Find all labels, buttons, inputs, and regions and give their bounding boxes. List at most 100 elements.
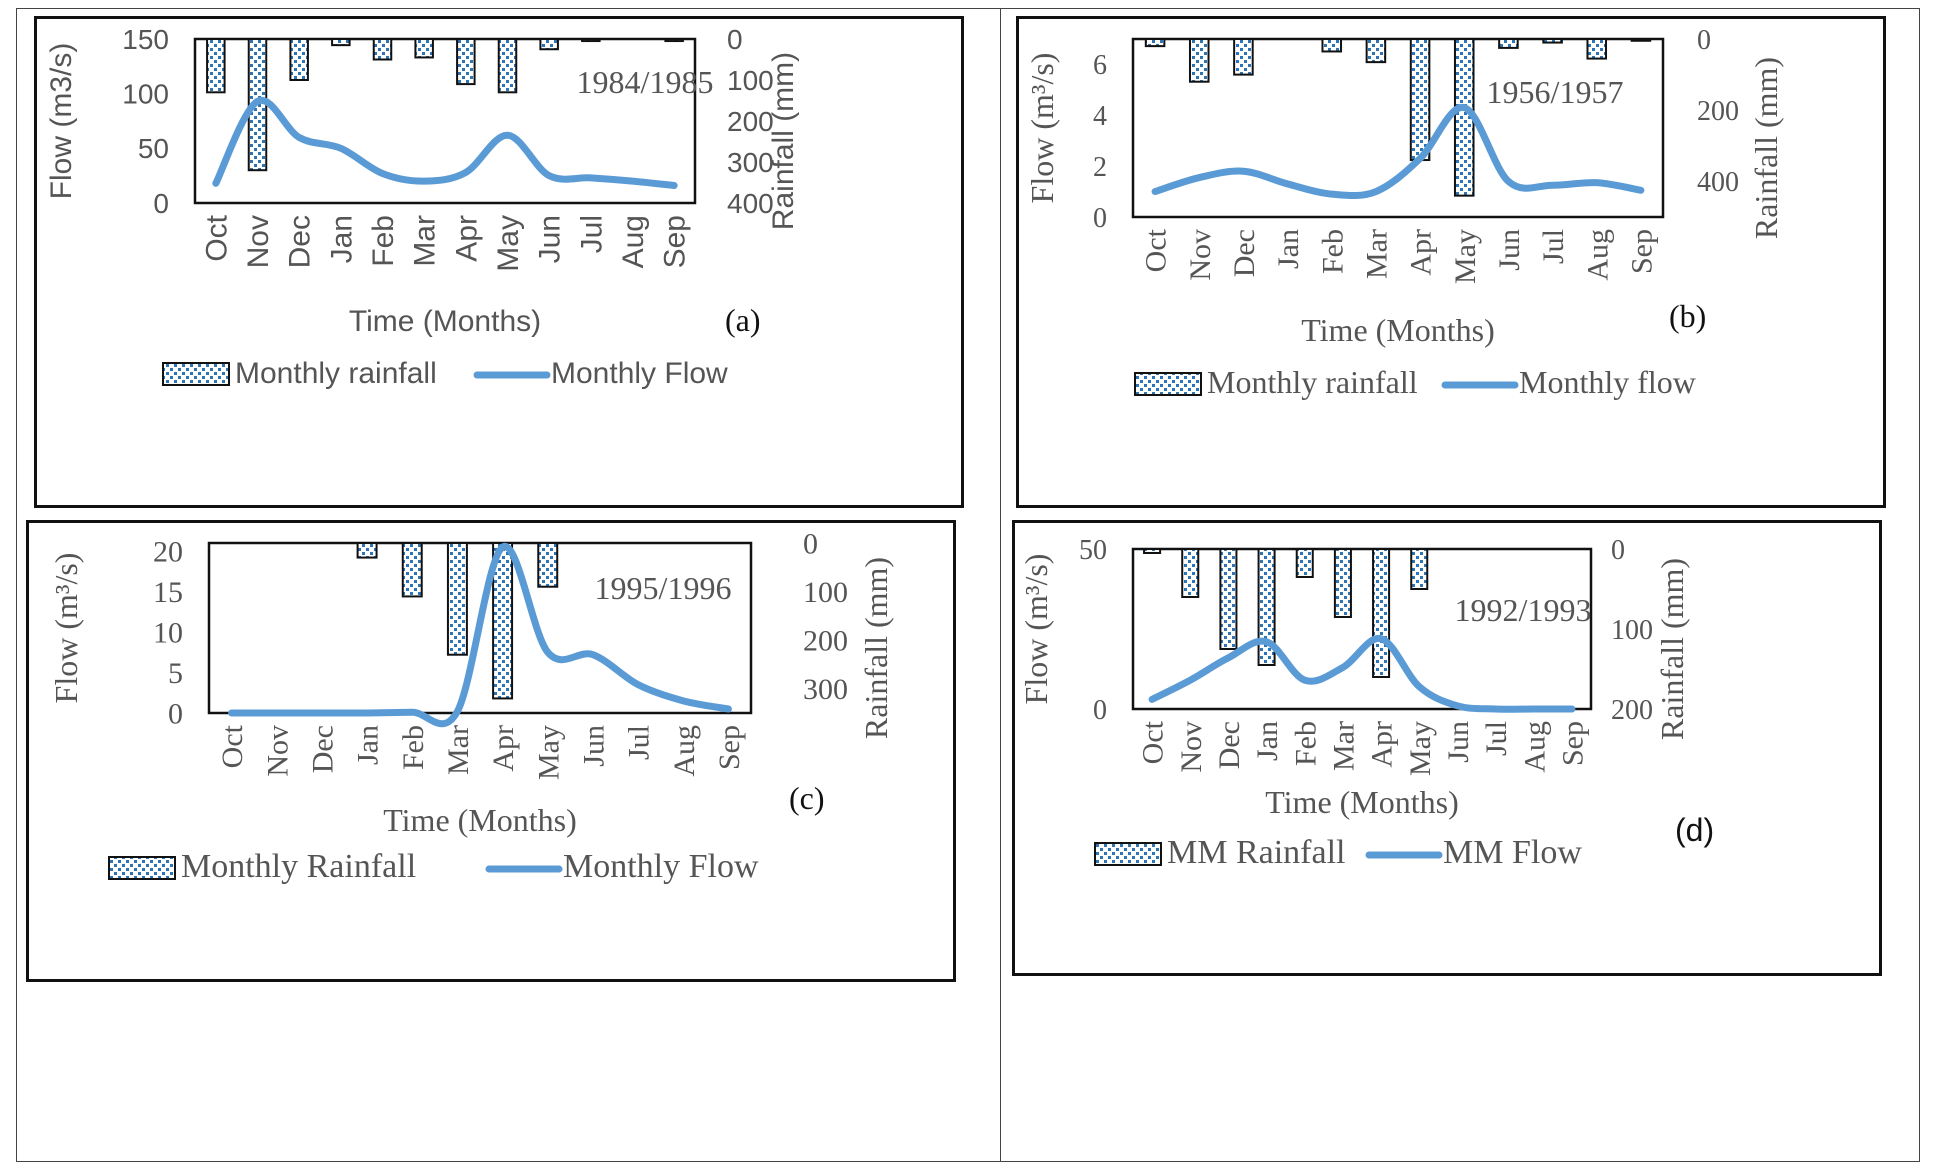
month-tick-label: Nov	[261, 725, 294, 777]
month-tick-label: Aug	[617, 215, 650, 268]
chart-svg: 0 2 4 6 0 200 400 Oct Nov Dec Jan Feb Mar Apr May Jun Ju…	[1024, 25, 1784, 400]
left-tick-label: 0	[1093, 203, 1107, 234]
month-tick-label: Sep	[659, 215, 692, 268]
month-tick-label: Jul	[575, 215, 608, 253]
left-tick-label: 150	[122, 24, 169, 55]
rainfall-bar-dec	[1219, 548, 1238, 650]
x-axis-label: Time (Months)	[1301, 312, 1495, 348]
month-tick-label: Oct	[216, 724, 249, 768]
x-axis-label: Time (Months)	[349, 305, 541, 338]
legend-rainfall-swatch	[1094, 842, 1162, 866]
legend-flow-label: Monthly Flow	[551, 357, 728, 390]
legend-flow-label: MM Flow	[1443, 834, 1582, 871]
rainfall-bar-mar	[446, 542, 468, 656]
x-axis-label: Time (Months)	[1265, 784, 1459, 820]
month-tick-label: Feb	[1316, 229, 1349, 274]
month-tick-label: May	[532, 725, 565, 780]
period-label: 1992/1993	[1455, 592, 1592, 628]
rainfall-bar-oct	[1143, 548, 1162, 554]
x-axis-label: Time (Months)	[383, 802, 577, 838]
month-tick-label: Mar	[1360, 229, 1393, 279]
right-tick-label: 100	[1611, 615, 1653, 646]
month-tick-label: Nov	[242, 215, 275, 268]
left-tick-label: 0	[1093, 695, 1107, 726]
right-tick-label: 0	[803, 528, 818, 561]
rainfall-bar-may	[497, 38, 518, 94]
month-tick-label: Sep	[1556, 721, 1589, 766]
rainfall-bar-may	[1410, 548, 1429, 590]
month-tick-label: Aug	[668, 725, 701, 777]
month-tick-label: Aug	[1518, 721, 1551, 773]
right-tick-label: 200	[727, 106, 774, 137]
left-tick-label: 2	[1093, 152, 1107, 183]
right-tick-label: 0	[1611, 535, 1625, 566]
rainfall-bar-apr	[1372, 548, 1391, 678]
month-tick-label: May	[1449, 229, 1482, 284]
period-label: 1995/1996	[595, 570, 732, 606]
layout-table-divider	[1000, 8, 1001, 1162]
panel-label: (d)	[1675, 812, 1714, 848]
month-tick-label: Oct	[200, 214, 233, 261]
left-axis-label: Flow (m³/s)	[1018, 554, 1054, 705]
right-axis-label: Rainfall (mm)	[767, 52, 800, 230]
month-tick-label: Oct	[1137, 720, 1170, 764]
right-tick-label: 300	[803, 673, 848, 706]
month-tick-label: May	[492, 215, 525, 272]
left-tick-label: 15	[153, 576, 183, 609]
rainfall-bar-jun	[1498, 38, 1519, 49]
chart-panel-a: 0 50 100 150 0 100 200 300 400 Oct Nov Dec Jan Feb Mar…	[34, 16, 964, 508]
right-tick-label: 100	[803, 576, 848, 609]
month-tick-label: Jan	[352, 725, 385, 765]
month-tick-label: Dec	[306, 725, 339, 773]
left-tick-label: 100	[122, 78, 169, 109]
left-tick-label: 50	[1079, 535, 1107, 566]
right-tick-label: 200	[803, 625, 848, 658]
flow-line	[1151, 104, 1645, 200]
right-tick-label: 400	[1697, 167, 1739, 198]
left-axis-label: Flow (m3/s)	[45, 43, 78, 200]
legend-rainfall-swatch	[108, 856, 176, 880]
legend-rainfall-swatch	[162, 362, 230, 386]
plot-area	[207, 541, 753, 715]
month-tick-label: Apr	[1405, 229, 1438, 276]
legend-flow-label: Monthly flow	[1519, 364, 1696, 400]
rainfall-bar-jan	[331, 38, 351, 47]
right-tick-label: 400	[727, 188, 774, 219]
month-tick-label: Jan	[1251, 721, 1284, 761]
panel-label: (a)	[725, 302, 761, 338]
flow-line	[212, 96, 678, 190]
rainfall-bar-jul	[581, 38, 601, 43]
chart-panel-d: 0 50 0 100 200 Oct Nov Dec Jan Feb Mar Apr May Jun Jul…	[1012, 520, 1882, 976]
layout-table-frame	[16, 8, 1920, 1162]
month-tick-label: Jul	[623, 725, 656, 760]
rainfall-bar-may	[537, 542, 559, 588]
legend-rainfall-label: MM Rainfall	[1167, 834, 1345, 871]
rainfall-bar-apr	[456, 38, 476, 86]
rainfall-bar-feb	[372, 38, 393, 61]
right-axis-label: Rainfall (mm)	[858, 557, 894, 739]
rainfall-bar-sep	[664, 38, 684, 43]
right-axis-label: Rainfall (mm)	[1748, 57, 1784, 239]
rainfall-bar-jul	[1542, 38, 1563, 44]
right-tick-label: 0	[727, 24, 743, 55]
month-tick-label: Dec	[284, 215, 317, 268]
chart-svg: 0 50 0 100 200 Oct Nov Dec Jan Feb Mar Apr May Jun Jul…	[1018, 535, 1714, 871]
left-tick-label: 20	[153, 536, 183, 569]
rainfall-bar-mar	[1365, 38, 1387, 64]
legend-flow-label: Monthly Flow	[563, 848, 759, 885]
month-tick-label: Sep	[713, 725, 746, 770]
month-tick-label: Mar	[1327, 721, 1360, 771]
chart-panel-c: 0 5 10 15 20 0 100 200 300 Oct Nov Dec Jan Feb Mar Apr M…	[26, 520, 956, 982]
legend-rainfall-label: Monthly rainfall	[1207, 364, 1418, 400]
rainfall-bar-dec	[1233, 38, 1254, 76]
month-tick-label: May	[1404, 721, 1437, 776]
rainfall-bar-sep	[1630, 38, 1652, 42]
panel-label: (b)	[1669, 298, 1706, 334]
month-tick-label: Jul	[1537, 229, 1570, 264]
month-tick-label: Dec	[1213, 721, 1246, 769]
month-tick-label: Nov	[1175, 721, 1208, 773]
left-tick-label: 10	[153, 617, 183, 650]
right-tick-label: 200	[1697, 96, 1739, 127]
chart-panel-b: 0 2 4 6 0 200 400 Oct Nov Dec Jan Feb Mar Apr May Jun Ju…	[1016, 16, 1886, 508]
month-tick-label: Apr	[450, 215, 483, 262]
